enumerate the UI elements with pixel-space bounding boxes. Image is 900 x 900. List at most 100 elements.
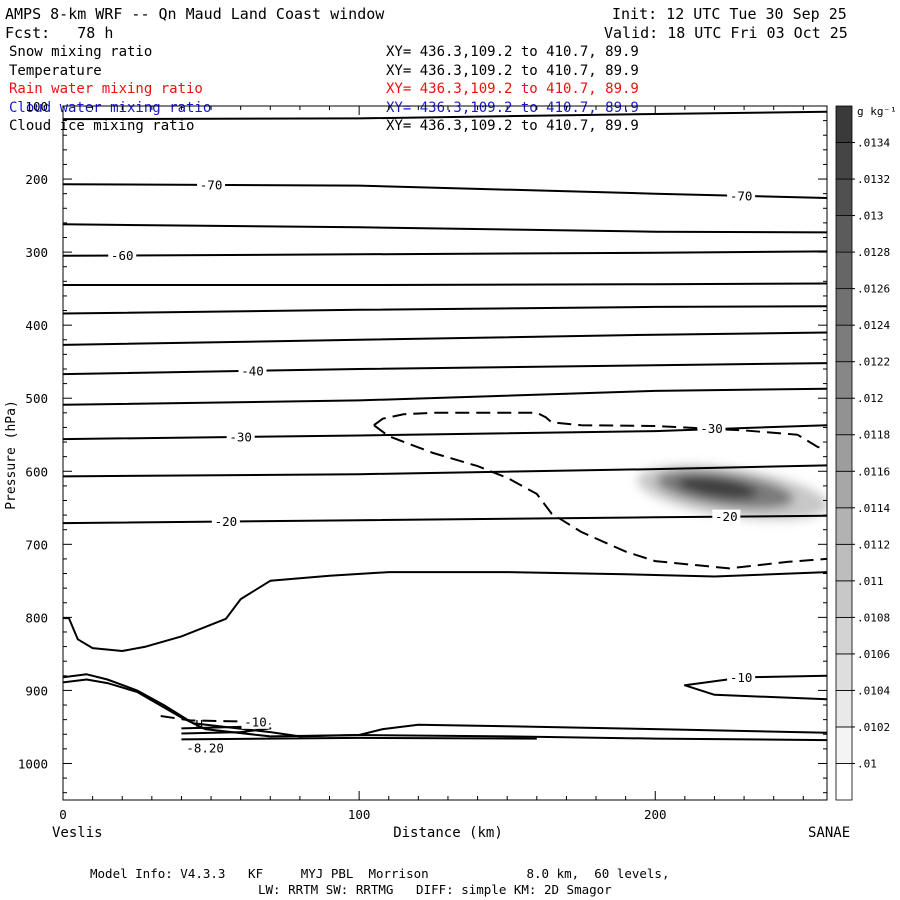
colorbar-label: .0102 bbox=[857, 721, 890, 734]
x-tick-label: 100 bbox=[348, 807, 371, 822]
x-axis: 0 100 200 bbox=[59, 106, 804, 822]
y-tick-label: 400 bbox=[25, 318, 48, 333]
contour-label: -10 bbox=[730, 670, 753, 685]
y-tick-label: 100 bbox=[25, 99, 48, 114]
colorbar-label: .0118 bbox=[857, 429, 890, 442]
colorbar-label: .013 bbox=[857, 210, 884, 223]
colorbar-swatch bbox=[835, 142, 853, 180]
colorbar-swatch bbox=[835, 288, 853, 326]
colorbar-label: .0126 bbox=[857, 283, 890, 296]
colorbar-label: .012 bbox=[857, 392, 884, 405]
temperature-contours bbox=[63, 110, 827, 742]
valid-time: Valid: 18 UTC Fri 03 Oct 25 bbox=[604, 24, 848, 42]
field-name: Temperature bbox=[9, 63, 102, 79]
y-axis: 100 200 300 400 500 600 700 800 900 1000 bbox=[18, 99, 827, 794]
colorbar-swatch bbox=[835, 397, 853, 436]
contour-label: -20 bbox=[715, 509, 738, 524]
colorbar-label: .0112 bbox=[857, 538, 890, 551]
chart-title: AMPS 8-km WRF -- Qn Maud Land Coast wind… bbox=[5, 5, 385, 23]
field-name: Cloud ice mixing ratio bbox=[9, 118, 195, 134]
contour-label: -10 bbox=[244, 714, 267, 729]
temperature-contour bbox=[63, 673, 827, 738]
colorbar-swatch bbox=[835, 763, 853, 801]
contour-annotation: -8.20 bbox=[186, 741, 224, 756]
colorbar-swatch bbox=[835, 653, 853, 691]
x-tick-label: 200 bbox=[644, 807, 667, 822]
colorbar-swatch bbox=[835, 361, 853, 399]
contour-label-bg bbox=[241, 714, 270, 729]
model-info-line1: Model Info: V4.3.3 KF MYJ PBL Morrison 8… bbox=[90, 866, 670, 881]
contour-label-bg bbox=[197, 177, 226, 192]
temperature-contour bbox=[181, 736, 537, 741]
colorbar: .01 .0102 .0104 .0106 .0108 .011 .0112 .0114 .01… bbox=[835, 105, 897, 801]
colorbar-label: .0132 bbox=[857, 173, 890, 186]
contour-label-bg bbox=[727, 670, 756, 685]
dashed-contour bbox=[373, 424, 827, 570]
colorbar-label: .0114 bbox=[857, 502, 890, 515]
left-endpoint-label: Veslis bbox=[52, 825, 103, 841]
contour-label-bg bbox=[226, 429, 255, 444]
contour-label-bg bbox=[727, 188, 756, 203]
colorbar-swatch bbox=[835, 470, 853, 509]
colorbar-label: .0128 bbox=[857, 246, 890, 259]
temperature-contour bbox=[63, 282, 827, 286]
temperature-contour bbox=[63, 514, 827, 525]
contour-label: -70 bbox=[730, 188, 753, 203]
colorbar-swatch bbox=[835, 543, 853, 582]
colorbar-swatch bbox=[835, 105, 853, 143]
temperature-contour bbox=[63, 250, 827, 257]
colorbar-label: .0122 bbox=[857, 356, 890, 369]
contour-annotation: H bbox=[195, 717, 203, 732]
y-tick-label: 1000 bbox=[18, 756, 48, 771]
colorbar-label: .0108 bbox=[857, 611, 890, 624]
colorbar-swatch bbox=[835, 178, 853, 216]
contour-label: -30 bbox=[700, 421, 723, 436]
colorbar-label: .011 bbox=[857, 575, 884, 588]
shaded-region bbox=[637, 465, 827, 520]
colorbar-swatch bbox=[835, 324, 853, 363]
field-xy: XY= 436.3,109.2 to 410.7, 89.9 bbox=[386, 63, 639, 79]
temperature-contour bbox=[63, 387, 827, 406]
contour-label-bg bbox=[712, 509, 741, 524]
contour-label-bg bbox=[211, 514, 240, 529]
snow-shading bbox=[637, 465, 827, 520]
temperature-contour bbox=[63, 183, 827, 199]
temperature-contour bbox=[63, 424, 827, 441]
right-endpoint-label: SANAE bbox=[808, 825, 850, 841]
colorbar-swatch bbox=[835, 690, 853, 728]
colorbar-label: .0124 bbox=[857, 319, 890, 332]
field-xy: XY= 436.3,109.2 to 410.7, 89.9 bbox=[386, 118, 639, 134]
field-name: Snow mixing ratio bbox=[9, 44, 153, 60]
cloud-contours bbox=[160, 411, 827, 725]
init-time: Init: 12 UTC Tue 30 Sep 25 bbox=[612, 5, 847, 23]
contour-label: -60 bbox=[111, 248, 134, 263]
colorbar-swatch bbox=[835, 616, 853, 655]
colorbar-swatch bbox=[835, 726, 853, 764]
y-tick-label: 900 bbox=[25, 683, 48, 698]
y-tick-label: 300 bbox=[25, 245, 48, 260]
field-xy: XY= 436.3,109.2 to 410.7, 89.9 bbox=[386, 100, 639, 116]
temperature-contour bbox=[63, 571, 827, 652]
y-tick-label: 500 bbox=[25, 391, 48, 406]
field-name: Cloud water mixing ratio bbox=[9, 100, 212, 116]
contour-label-bg bbox=[238, 363, 267, 378]
temperature-contour bbox=[63, 305, 827, 315]
contour-label-bg bbox=[108, 248, 137, 263]
temperature-contour bbox=[683, 674, 827, 701]
temperature-contour bbox=[63, 110, 827, 121]
colorbar-swatch bbox=[835, 507, 853, 545]
contour-labels: -70 -70 -60 -40 -30 -20 -20 -10 -30 -10 H -8.20 bbox=[108, 177, 756, 756]
x-tick-label: 0 bbox=[59, 807, 67, 822]
temperature-contour bbox=[63, 464, 827, 478]
temperature-contour bbox=[63, 362, 827, 376]
contour-label: -20 bbox=[215, 514, 238, 529]
colorbar-label: .01 bbox=[857, 757, 877, 770]
contour-label: -30 bbox=[229, 429, 252, 444]
forecast-hour: Fcst: 78 h bbox=[5, 24, 114, 42]
model-info-line2: LW: RRTM SW: RRTMG DIFF: simple KM: 2D S… bbox=[258, 882, 612, 897]
colorbar-label: .0104 bbox=[857, 684, 890, 697]
x-axis-label: Distance (km) bbox=[393, 825, 503, 841]
y-tick-label: 200 bbox=[25, 172, 48, 187]
y-tick-label: 600 bbox=[25, 464, 48, 479]
colorbar-swatch bbox=[835, 251, 853, 290]
